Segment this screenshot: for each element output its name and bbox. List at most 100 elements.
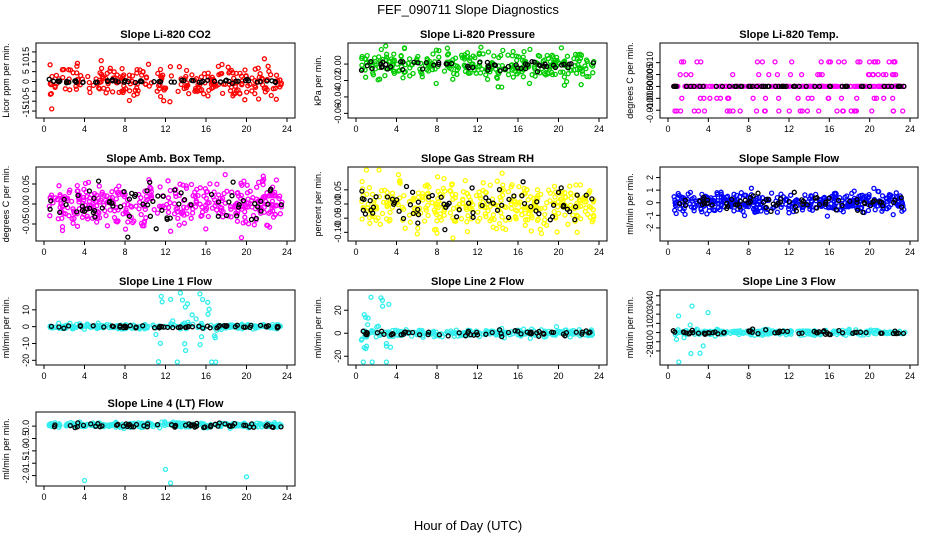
x-tick-label: 8 <box>746 247 751 257</box>
data-point <box>586 73 592 80</box>
y-tick-label: 0 <box>333 331 343 336</box>
data-point <box>488 216 495 222</box>
data-point <box>479 202 485 209</box>
data-point <box>381 199 387 205</box>
data-point <box>244 182 250 188</box>
data-point <box>415 225 421 231</box>
data-point <box>379 303 386 309</box>
data-point <box>270 86 276 92</box>
data-point <box>188 423 194 429</box>
data-point <box>81 186 87 193</box>
data-point <box>681 329 687 336</box>
data-point <box>378 187 385 194</box>
data-point <box>106 423 112 430</box>
data-point <box>144 188 150 194</box>
data-point <box>255 65 261 71</box>
data-point <box>401 192 407 199</box>
x-tick-label: 4 <box>706 124 711 134</box>
data-point <box>853 327 859 333</box>
data-point <box>878 199 884 206</box>
data-point <box>167 63 174 70</box>
data-point <box>561 74 568 80</box>
panel-title: Slope Line 3 Flow <box>743 276 836 288</box>
data-point <box>164 201 170 208</box>
data-point <box>673 83 679 90</box>
data-point <box>198 334 205 340</box>
series-2 <box>359 179 595 233</box>
data-point <box>816 108 822 114</box>
data-point <box>574 229 580 235</box>
data-point <box>114 190 121 196</box>
y-tick-label: 40 <box>645 291 655 301</box>
data-point <box>150 423 156 430</box>
data-point <box>266 210 272 216</box>
data-point <box>154 210 161 216</box>
data-point <box>258 198 264 204</box>
data-point <box>164 215 170 221</box>
data-point <box>214 181 220 187</box>
data-point <box>188 215 194 221</box>
data-point <box>113 78 119 84</box>
y-tick-label: 1 <box>645 188 655 193</box>
data-point <box>671 83 677 90</box>
data-point <box>740 330 747 336</box>
data-point <box>244 76 250 82</box>
data-point <box>425 196 431 203</box>
data-point <box>423 207 429 213</box>
data-point <box>190 321 196 327</box>
x-tick-label: 12 <box>472 124 482 134</box>
data-point <box>138 211 144 218</box>
x-tick-label: 24 <box>594 371 604 381</box>
data-point <box>50 78 57 84</box>
data-point <box>97 70 103 76</box>
data-point <box>879 193 886 199</box>
data-point <box>400 215 407 222</box>
data-point <box>899 201 906 207</box>
y-tick-label: 15 <box>21 47 31 57</box>
data-point <box>464 219 470 225</box>
data-point <box>881 95 887 101</box>
data-point <box>52 422 58 428</box>
data-point <box>719 83 726 90</box>
data-point <box>125 234 131 240</box>
data-point <box>699 201 705 208</box>
data-point <box>573 329 579 335</box>
data-point <box>854 329 860 335</box>
data-point <box>676 359 682 365</box>
data-point <box>49 106 55 112</box>
data-point <box>159 299 165 305</box>
x-tick-label: 24 <box>282 492 292 502</box>
data-point <box>391 68 397 74</box>
data-point <box>483 204 489 211</box>
data-point <box>855 59 861 65</box>
data-point <box>542 217 548 223</box>
data-point <box>74 424 81 430</box>
data-point <box>63 201 69 208</box>
y-tick-label: -0.5 <box>21 431 31 447</box>
data-point <box>750 95 756 101</box>
data-point <box>836 327 842 334</box>
data-point <box>74 60 81 66</box>
data-point <box>74 182 80 189</box>
data-point <box>496 220 503 227</box>
data-point <box>88 421 94 427</box>
data-point <box>731 191 737 197</box>
data-point <box>574 192 580 198</box>
data-point <box>459 200 466 206</box>
data-point <box>749 83 756 90</box>
data-point <box>549 214 556 220</box>
data-point <box>174 359 180 365</box>
data-point <box>185 82 191 88</box>
data-point <box>253 215 259 222</box>
data-point <box>445 333 451 339</box>
series-2 <box>358 58 597 75</box>
data-point <box>234 213 240 219</box>
data-point <box>540 330 547 336</box>
data-point <box>786 108 792 114</box>
data-point <box>494 207 501 213</box>
data-point <box>575 204 581 210</box>
data-point <box>151 325 158 331</box>
data-point <box>236 202 242 208</box>
y-tick-label: -10 <box>21 337 31 350</box>
data-point <box>265 63 271 69</box>
